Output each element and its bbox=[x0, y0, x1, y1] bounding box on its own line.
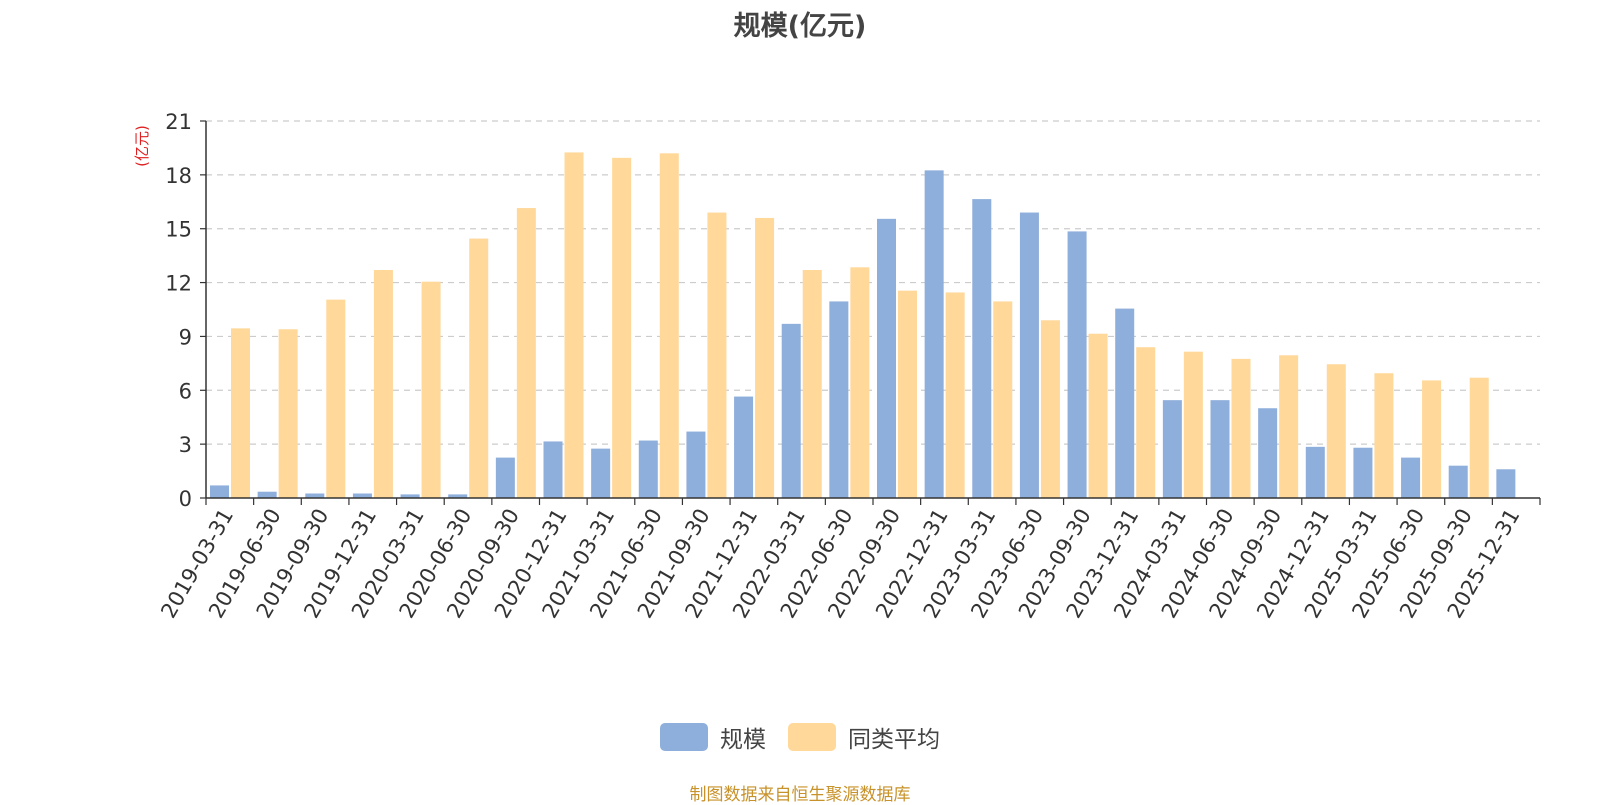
legend-label: 同类平均 bbox=[848, 727, 940, 753]
bar-scale bbox=[591, 448, 611, 498]
chart-title: 规模(亿元) bbox=[733, 11, 867, 42]
bar-scale bbox=[1258, 408, 1278, 498]
legend-label: 规模 bbox=[720, 727, 766, 753]
bar-scale bbox=[924, 170, 944, 498]
legend-item-scale[interactable]: 规模 bbox=[660, 720, 766, 754]
y-tick-label: 21 bbox=[165, 110, 192, 134]
bar-peer-average bbox=[1469, 377, 1489, 498]
bar-scale bbox=[210, 485, 229, 498]
bar-peer-average bbox=[945, 292, 965, 498]
bar-peer-average bbox=[1279, 355, 1299, 498]
bars bbox=[210, 152, 1516, 499]
bar-peer-average bbox=[612, 157, 632, 499]
bar-scale bbox=[1496, 469, 1516, 498]
bar-scale bbox=[257, 491, 277, 498]
bar-peer-average bbox=[1088, 333, 1108, 498]
bar-peer-average bbox=[802, 270, 822, 498]
bar-peer-average bbox=[659, 153, 679, 499]
y-tick-label: 0 bbox=[179, 487, 192, 511]
bar-scale bbox=[1353, 447, 1373, 498]
bar-scale bbox=[781, 323, 801, 498]
bar-peer-average bbox=[1374, 373, 1394, 498]
legend-swatch bbox=[660, 723, 708, 751]
legend-swatch bbox=[788, 723, 836, 751]
y-tick-label: 9 bbox=[179, 325, 192, 349]
bar-peer-average bbox=[1326, 364, 1346, 498]
y-tick-label: 3 bbox=[179, 433, 192, 457]
bar-scale bbox=[1305, 446, 1325, 498]
bar-scale bbox=[1019, 212, 1039, 499]
bar-peer-average bbox=[326, 299, 346, 498]
bar-scale bbox=[400, 494, 420, 498]
legend-item-peer-average[interactable]: 同类平均 bbox=[788, 720, 940, 754]
bar-scale bbox=[734, 396, 754, 498]
bar-peer-average bbox=[1183, 351, 1203, 498]
bar-scale bbox=[305, 493, 325, 498]
bar-peer-average bbox=[469, 238, 489, 499]
bar-scale bbox=[1401, 457, 1421, 498]
bar-peer-average bbox=[516, 208, 536, 499]
bar-peer-average bbox=[1231, 358, 1251, 498]
bar-scale bbox=[448, 494, 468, 498]
y-tick-label: 6 bbox=[179, 379, 192, 403]
bar-scale bbox=[1162, 400, 1182, 498]
y-tick-label: 15 bbox=[165, 218, 192, 242]
bar-scale bbox=[1448, 465, 1468, 498]
bar-scale bbox=[352, 493, 372, 498]
bar-peer-average bbox=[278, 329, 298, 498]
bar-peer-average bbox=[993, 301, 1013, 498]
legend: 规模 同类平均 bbox=[0, 720, 1600, 754]
bar-peer-average bbox=[1422, 380, 1442, 498]
bar-scale bbox=[829, 301, 849, 498]
bar-peer-average bbox=[1136, 347, 1156, 498]
bar-peer-average bbox=[898, 290, 917, 498]
bar-peer-average bbox=[707, 212, 727, 499]
bar-scale bbox=[495, 457, 515, 498]
bar-scale bbox=[686, 431, 706, 498]
bar-scale bbox=[543, 441, 563, 498]
bar-scale bbox=[877, 218, 896, 499]
y-tick-label: 18 bbox=[165, 164, 192, 188]
bar-peer-average bbox=[421, 281, 441, 498]
bar-scale bbox=[1115, 308, 1135, 498]
bar-peer-average bbox=[755, 217, 775, 498]
bar-scale bbox=[638, 440, 658, 498]
bar-scale bbox=[1210, 400, 1230, 498]
y-tick-label: 12 bbox=[165, 272, 192, 296]
y-axis-title: (亿元) bbox=[133, 125, 151, 167]
bar-scale bbox=[1067, 231, 1087, 498]
bar-peer-average bbox=[1040, 320, 1060, 498]
bar-scale bbox=[972, 199, 992, 499]
bar-peer-average bbox=[231, 328, 250, 498]
bar-peer-average bbox=[850, 267, 870, 498]
bar-peer-average bbox=[564, 152, 584, 498]
source-note: 制图数据来自恒生聚源数据库 bbox=[689, 785, 911, 805]
bar-peer-average bbox=[373, 270, 393, 498]
